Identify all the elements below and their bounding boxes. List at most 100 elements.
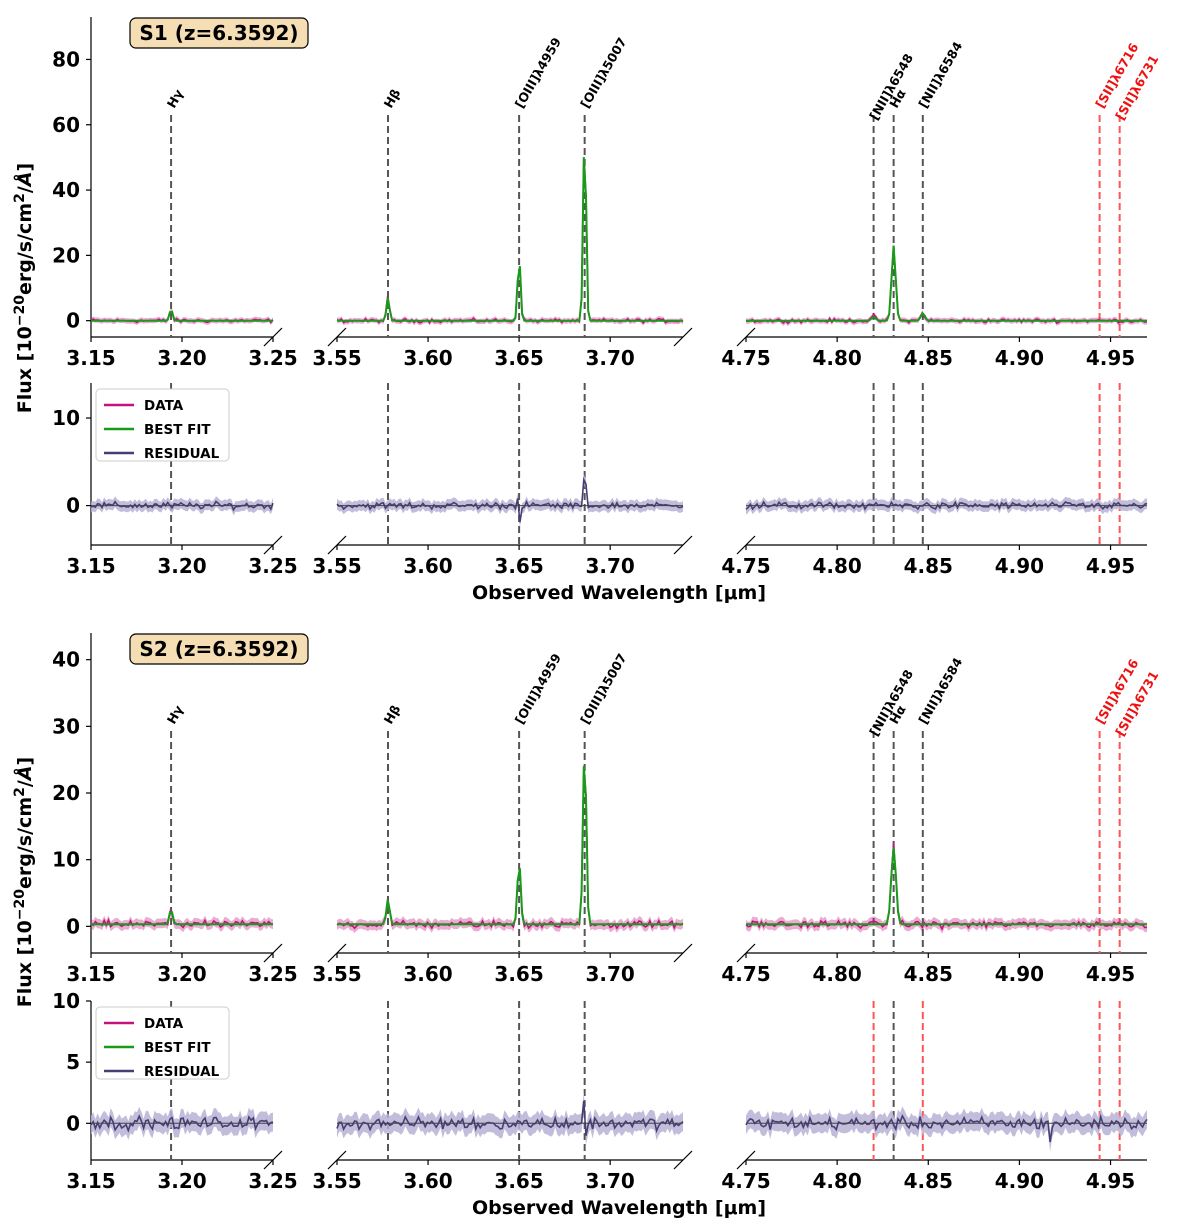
x-tick-label: 3.20 — [157, 1169, 206, 1193]
x-tick-label: 4.75 — [721, 554, 770, 578]
x-tick-label: 3.25 — [248, 1169, 297, 1193]
x-tick-label: 3.65 — [494, 1169, 543, 1193]
axis-break-mark — [673, 1150, 693, 1170]
x-tick-label: 4.75 — [721, 962, 770, 986]
emission-line-label: [OIII]λ4959 — [512, 651, 564, 727]
axis-break-mark — [673, 327, 693, 347]
x-tick-label: 3.20 — [157, 346, 206, 370]
residual-error-band — [337, 1091, 683, 1146]
data-error-band — [746, 838, 1147, 934]
x-axis-label: Observed Wavelength [μm] — [472, 1197, 766, 1219]
axis-break-mark — [736, 943, 756, 963]
y-tick-label: 0 — [66, 914, 80, 938]
emission-line-label: [NII]λ6548 — [866, 667, 916, 738]
legend-entry-label: RESIDUAL — [144, 1064, 220, 1080]
axis-break-mark — [736, 535, 756, 555]
residual-series-line — [336, 1100, 684, 1136]
x-tick-label: 3.20 — [157, 962, 206, 986]
best-fit-series-line — [746, 245, 1147, 322]
x-tick-label: 4.80 — [812, 554, 861, 578]
x-tick-label: 4.95 — [1086, 1169, 1135, 1193]
x-tick-label: 4.90 — [995, 346, 1044, 370]
emission-line-label: Hβ — [381, 86, 404, 110]
x-tick-label: 4.95 — [1086, 554, 1135, 578]
x-tick-label: 4.85 — [904, 1169, 953, 1193]
data-series-line — [90, 910, 274, 929]
data-series-line — [745, 843, 1148, 931]
data-error-band — [746, 243, 1147, 326]
y-tick-label: 5 — [66, 1050, 80, 1074]
best-fit-series-line — [337, 766, 683, 926]
x-tick-label: 3.65 — [494, 962, 543, 986]
best-fit-series-line — [91, 911, 273, 926]
residual-error-band — [746, 1106, 1147, 1152]
axis-break-mark — [263, 1150, 283, 1170]
x-tick-label: 4.80 — [812, 346, 861, 370]
legend-entry-label: RESIDUAL — [144, 446, 220, 462]
data-error-band — [91, 907, 273, 933]
x-tick-label: 3.70 — [585, 346, 634, 370]
y-tick-label: 0 — [66, 1111, 80, 1135]
y-tick-label: 40 — [52, 178, 80, 202]
residual-series-line — [745, 500, 1148, 511]
emission-line-label: [OIII]λ4959 — [512, 35, 564, 111]
x-tick-label: 3.15 — [66, 554, 115, 578]
x-tick-label: 3.60 — [403, 554, 452, 578]
emission-line-label: Hβ — [381, 702, 404, 726]
legend-entry-label: BEST FIT — [144, 422, 211, 438]
legend-box — [95, 388, 230, 462]
data-series-line — [745, 245, 1148, 325]
x-tick-label: 3.60 — [403, 962, 452, 986]
y-tick-label: 20 — [52, 781, 80, 805]
x-tick-label: 4.90 — [995, 962, 1044, 986]
x-tick-label: 3.70 — [585, 554, 634, 578]
axis-break-mark — [673, 535, 693, 555]
y-axis-label-bottom: Flux [10−20erg/s/cm2/Å] — [12, 757, 36, 1007]
axis-break-mark — [263, 327, 283, 347]
y-tick-label: 0 — [66, 494, 80, 518]
axis-break-mark — [263, 535, 283, 555]
x-tick-label: 4.85 — [904, 554, 953, 578]
best-fit-series-line — [91, 310, 273, 322]
spectrum-label-text: S1 (z=6.3592) — [139, 21, 298, 45]
legend-box — [95, 1006, 230, 1080]
emission-line-label: Hγ — [164, 86, 187, 110]
x-tick-label: 4.90 — [995, 1169, 1044, 1193]
x-tick-label: 3.65 — [494, 346, 543, 370]
x-axis-label: Observed Wavelength [μm] — [472, 582, 766, 604]
spectrum-label-box — [129, 17, 309, 49]
x-tick-label: 3.60 — [403, 1169, 452, 1193]
axis-break-mark — [327, 535, 347, 555]
y-tick-label: 80 — [52, 47, 80, 71]
y-tick-label: 60 — [52, 113, 80, 137]
x-tick-label: 3.15 — [66, 1169, 115, 1193]
legend-entry-label: BEST FIT — [144, 1040, 211, 1056]
axis-break-mark — [736, 1150, 756, 1170]
x-tick-label: 3.55 — [312, 554, 361, 578]
x-tick-label: 3.15 — [66, 962, 115, 986]
axis-break-mark — [673, 943, 693, 963]
residual-series-line — [745, 1113, 1148, 1143]
x-tick-label: 4.90 — [995, 554, 1044, 578]
x-tick-label: 3.25 — [248, 346, 297, 370]
emission-line-label: [OIII]λ5007 — [577, 35, 629, 111]
best-fit-series-line — [337, 157, 683, 322]
x-tick-label: 3.60 — [403, 346, 452, 370]
emission-line-label: [NII]λ6584 — [915, 39, 965, 111]
data-error-band — [91, 309, 273, 326]
x-tick-label: 3.70 — [585, 1169, 634, 1193]
spectrum-label-text: S2 (z=6.3592) — [139, 637, 298, 661]
x-tick-label: 4.95 — [1086, 962, 1135, 986]
x-tick-label: 3.25 — [248, 554, 297, 578]
best-fit-series-line — [746, 847, 1147, 926]
x-tick-label: 4.95 — [1086, 346, 1135, 370]
emission-line-label: [OIII]λ5007 — [577, 651, 629, 727]
x-tick-label: 3.25 — [248, 962, 297, 986]
y-axis-label-top: Flux [10−20erg/s/cm2/Å] — [12, 163, 36, 413]
axis-break-mark — [327, 327, 347, 347]
x-tick-label: 3.55 — [312, 1169, 361, 1193]
residual-series-line — [90, 1114, 274, 1133]
y-tick-label: 30 — [52, 714, 80, 738]
y-tick-label: 10 — [52, 406, 80, 430]
